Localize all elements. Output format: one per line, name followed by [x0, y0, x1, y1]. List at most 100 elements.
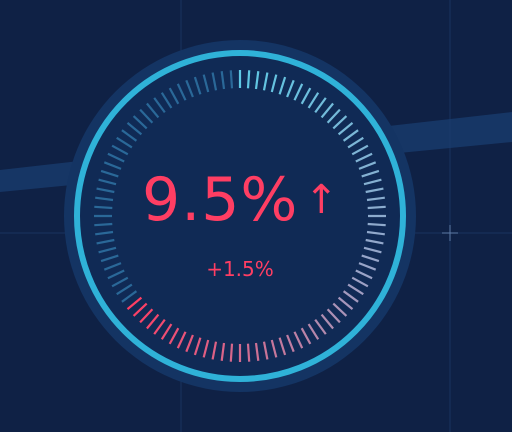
gauge-tick-inactive — [139, 108, 154, 124]
gauge-tick-inactive — [160, 92, 173, 109]
gauge-tick-active — [300, 327, 312, 345]
gauge-tick-active — [146, 313, 160, 330]
gauge-tick-active — [211, 341, 218, 360]
gauge-tick-inactive — [96, 238, 115, 245]
gauge-tick-active — [358, 161, 377, 170]
gauge-tick-active — [160, 323, 173, 340]
gauge-tick-active — [270, 74, 278, 93]
gauge-tick-active — [168, 327, 180, 345]
gauge-tick-inactive — [176, 83, 187, 101]
gauge-ring — [74, 50, 406, 382]
gauge-tick-active — [286, 79, 295, 98]
gauge-tick-active — [270, 339, 278, 358]
gauge-tick-active — [337, 296, 354, 310]
gauge-tick-active — [332, 302, 348, 317]
gauge-tick-active — [361, 169, 380, 178]
trend-up-arrow-icon: ↑ — [304, 177, 338, 223]
gauge-tick-inactive — [121, 129, 138, 142]
gauge-tick-active — [351, 276, 369, 288]
gauge-tick-active — [320, 102, 334, 119]
gauge-tick-active — [278, 337, 287, 356]
gauge-tick-active — [185, 334, 194, 353]
gauge-tick-active — [220, 342, 226, 361]
gauge-tick-active — [351, 144, 369, 156]
gauge-tick-active — [153, 318, 166, 335]
gauge-tick-active — [254, 71, 260, 90]
gauge-tick-active — [347, 136, 364, 149]
gauge-tick-inactive — [107, 152, 125, 163]
gauge-face — [76, 52, 404, 380]
gauge-tick-inactive — [95, 230, 114, 236]
gauge-tick-active — [126, 296, 143, 310]
gauge-tick-active — [262, 72, 269, 91]
gauge-tick-inactive — [202, 74, 210, 93]
gauge-tick-inactive — [94, 222, 113, 227]
gauge-tick-active — [278, 76, 287, 95]
gauge-tick-inactive — [146, 102, 160, 119]
gauge-tick-inactive — [126, 122, 143, 136]
gauge-tick-active — [363, 178, 382, 186]
gauge-tick-inactive — [111, 276, 129, 288]
gauge-ticks — [94, 70, 386, 362]
gauge-tick-active — [262, 341, 269, 360]
gauge-tick-active — [365, 238, 384, 245]
gauge-tick-active — [314, 318, 327, 335]
gauge-tick-active — [229, 343, 234, 362]
gauge-tick-active — [363, 246, 382, 254]
gauge-tick-active — [176, 331, 187, 349]
gauge-tick-active — [139, 308, 154, 324]
gauge-tick-active — [337, 122, 354, 136]
gauge-tick-inactive — [132, 115, 148, 130]
gauge-tick-inactive — [94, 205, 113, 210]
gauge-tick-active — [293, 331, 304, 349]
gauge-tick-inactive — [168, 87, 180, 105]
gauge-tick-active — [347, 283, 364, 296]
gauge-tick-inactive — [98, 246, 117, 254]
gauge-tick-inactive — [103, 161, 122, 170]
gauge-tick-inactive — [103, 262, 122, 271]
gauge-tick-active — [342, 129, 359, 142]
gauge-tick-inactive — [116, 136, 133, 149]
gauge-tick-active — [320, 313, 334, 330]
gauge-tick-active — [307, 323, 320, 340]
gauge-tick-active — [300, 87, 312, 105]
gauge-tick-inactive — [95, 196, 114, 202]
gauge-tick-active — [202, 339, 210, 358]
gauge-value-row: 9.5% ↑ — [0, 160, 480, 240]
gauge-tick-active — [246, 70, 251, 89]
gauge-tick-active — [355, 152, 373, 163]
gauge-tick-active — [358, 262, 377, 271]
gauge-tick-inactive — [185, 79, 194, 98]
gauge-tick-active — [367, 205, 386, 210]
gauge-tick-active — [193, 337, 202, 356]
gauge-tick-inactive — [220, 71, 226, 90]
gauge-tick-active — [286, 334, 295, 353]
gauge-tick-inactive — [211, 72, 218, 91]
gauge-tick-active — [342, 290, 359, 303]
gauge-value: 9.5% — [142, 165, 299, 235]
gauge-delta: +1.5% — [206, 257, 274, 281]
gauge-tick-active — [366, 230, 385, 236]
gauge-tick-active — [132, 302, 148, 317]
gauge-tick-active — [293, 83, 304, 101]
gauge-tick-active — [326, 108, 341, 124]
gauge-tick-inactive — [116, 283, 133, 296]
gauge-tick-active — [332, 115, 348, 130]
gauge-tick-active — [366, 196, 385, 202]
gauge-tick-inactive — [96, 187, 115, 194]
gauge-tick-active — [254, 342, 260, 361]
gauge-tick-inactive — [229, 70, 234, 89]
gauge-tick-inactive — [153, 97, 166, 114]
gauge-tick-active — [326, 308, 341, 324]
gauge-tick-inactive — [193, 76, 202, 95]
gauge-tick-active — [246, 343, 251, 362]
gauge-tick-active — [355, 269, 373, 280]
gauge-tick-active — [307, 92, 320, 109]
gauge-tick-inactive — [107, 269, 125, 280]
gauge-tick-inactive — [100, 169, 119, 178]
gauge-tick-active — [361, 254, 380, 263]
gauge-tick-active — [365, 187, 384, 194]
gauge-tick-inactive — [98, 178, 117, 186]
gauge-tick-inactive — [121, 290, 138, 303]
